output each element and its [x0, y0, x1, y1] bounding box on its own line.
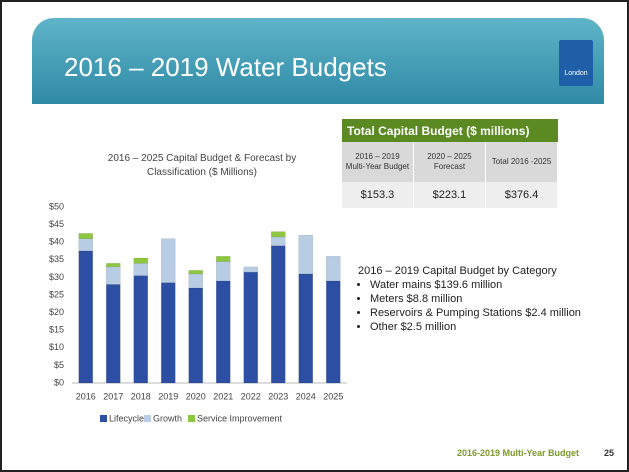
y-tick-label: $15	[49, 325, 64, 335]
y-tick-label: $40	[49, 237, 64, 247]
x-tick-label: 2018	[131, 391, 151, 401]
y-tick-label: $45	[49, 219, 64, 229]
y-tick-label: $35	[49, 254, 64, 264]
bar-segment	[243, 271, 258, 384]
bar-segment	[106, 263, 121, 268]
bar-segment	[161, 282, 176, 384]
table-cell: $376.4	[485, 182, 558, 208]
bar-segment	[133, 263, 148, 276]
x-tick-label: 2023	[268, 391, 288, 401]
bar-segment	[106, 266, 121, 285]
legend-swatch	[144, 415, 151, 422]
category-heading: 2016 – 2019 Capital Budget by Category	[358, 265, 557, 277]
bullet-list: Water mains $139.6 million Meters $8.8 m…	[358, 278, 581, 334]
y-tick-label: $20	[49, 307, 64, 317]
bar-segment	[188, 273, 203, 289]
table-cell: $223.1	[413, 182, 487, 208]
bar-segment	[106, 284, 121, 384]
bar-segment	[298, 234, 313, 275]
x-tick-label: 2021	[213, 391, 233, 401]
slide-title: 2016 – 2019 Water Budgets	[64, 52, 387, 82]
y-tick-label: $50	[49, 201, 64, 211]
column-header: Total 2016 -2025	[485, 142, 558, 182]
bar-segment	[188, 287, 203, 384]
bar-segment	[133, 257, 148, 264]
column-header: 2020 – 2025 Forecast	[413, 142, 487, 182]
legend-label: Growth	[153, 413, 182, 423]
category-block: 2016 – 2019 Capital Budget by Category W…	[358, 264, 581, 334]
bullet: Other $2.5 million	[370, 320, 581, 334]
x-tick-label: 2025	[323, 391, 343, 401]
y-tick-label: $30	[49, 272, 64, 282]
legend-swatch	[188, 415, 195, 422]
bar-segment	[133, 275, 148, 384]
legend-label: Service Improvement	[197, 413, 283, 423]
bar-segment	[188, 270, 203, 275]
logo: London	[559, 40, 593, 86]
legend-swatch	[100, 415, 107, 422]
table-cell: $153.3	[342, 182, 414, 208]
x-tick-label: 2024	[296, 391, 316, 401]
bar-segment	[326, 256, 341, 282]
x-tick-label: 2020	[186, 391, 206, 401]
header-band: 2016 – 2019 Water Budgets London	[32, 18, 604, 104]
column-header: 2016 – 2019 Multi-Year Budget	[342, 142, 414, 182]
bullet: Meters $8.8 million	[370, 292, 581, 306]
y-tick-label: $10	[49, 342, 64, 352]
bar-segment	[243, 266, 258, 273]
bar-segment	[326, 280, 341, 384]
page-number: 25	[604, 448, 615, 458]
x-tick-label: 2019	[158, 391, 178, 401]
legend-label: Lifecycle	[109, 413, 144, 423]
table-header: Total Capital Budget ($ millions)	[342, 119, 558, 142]
chart-title: 2016 – 2025 Capital Budget & Forecast by…	[107, 153, 297, 178]
budget-table: Total Capital Budget ($ millions) 2016 –…	[342, 119, 558, 208]
bullet: Reservoirs & Pumping Stations $2.4 milli…	[370, 306, 581, 320]
x-tick-label: 2022	[241, 391, 261, 401]
x-tick-label: 2016	[76, 391, 96, 401]
bar-segment	[271, 245, 286, 384]
bar-segment	[78, 250, 93, 384]
y-tick-label: $5	[54, 360, 64, 370]
bar-segment	[216, 261, 231, 282]
bar-segment	[271, 231, 286, 238]
bar-segment	[161, 238, 176, 283]
y-tick-label: $25	[49, 289, 64, 299]
logo-text: London	[564, 70, 588, 77]
footer: 2016-2019 Multi-Year Budget	[457, 448, 580, 458]
bar-segment	[78, 238, 93, 252]
bar-segment	[216, 256, 231, 262]
bar-segment	[78, 233, 93, 239]
x-tick-label: 2017	[103, 391, 123, 401]
y-tick-label: $0	[54, 377, 64, 387]
bullet: Water mains $139.6 million	[370, 278, 581, 292]
bar-segment	[216, 280, 231, 384]
bar-segment	[298, 273, 313, 384]
bar-segment	[271, 236, 286, 246]
